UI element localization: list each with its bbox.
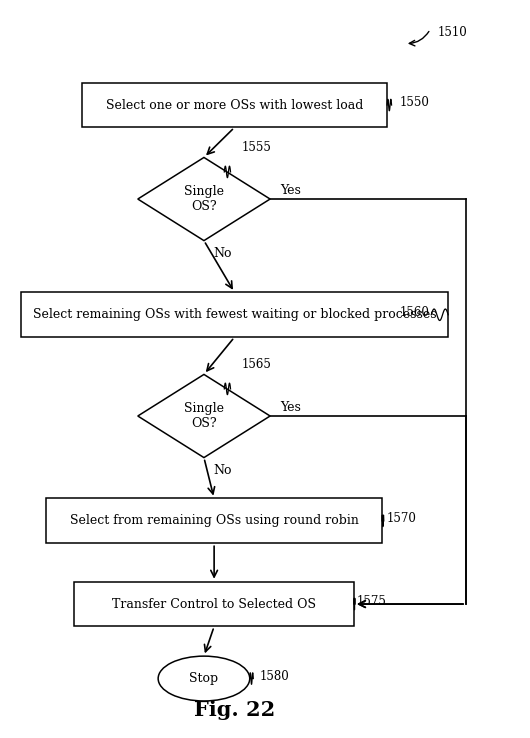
Text: Yes: Yes	[280, 184, 301, 197]
Text: 1550: 1550	[400, 97, 430, 109]
FancyBboxPatch shape	[46, 498, 382, 543]
Text: Select remaining OSs with fewest waiting or blocked processes: Select remaining OSs with fewest waiting…	[33, 308, 436, 321]
Text: Single
OS?: Single OS?	[184, 185, 224, 213]
Ellipse shape	[158, 656, 250, 701]
Text: 1560: 1560	[400, 306, 430, 319]
Text: 1575: 1575	[357, 596, 386, 608]
Text: Single
OS?: Single OS?	[184, 402, 224, 430]
Text: Select one or more OSs with lowest load: Select one or more OSs with lowest load	[106, 98, 363, 111]
Text: No: No	[213, 464, 232, 477]
Text: 1510: 1510	[438, 26, 468, 39]
Polygon shape	[138, 157, 270, 241]
Text: 1580: 1580	[260, 670, 290, 683]
Text: 1555: 1555	[242, 141, 272, 154]
Text: No: No	[213, 247, 232, 260]
Text: Stop: Stop	[189, 672, 218, 685]
FancyBboxPatch shape	[21, 292, 448, 337]
FancyBboxPatch shape	[74, 582, 354, 627]
Text: Select from remaining OSs using round robin: Select from remaining OSs using round ro…	[69, 514, 359, 528]
Text: 1565: 1565	[242, 358, 272, 371]
Text: Yes: Yes	[280, 401, 301, 414]
FancyBboxPatch shape	[82, 83, 387, 128]
Text: 1570: 1570	[387, 512, 417, 525]
Text: Transfer Control to Selected OS: Transfer Control to Selected OS	[112, 598, 316, 610]
Polygon shape	[138, 374, 270, 458]
Text: Fig. 22: Fig. 22	[194, 700, 275, 720]
